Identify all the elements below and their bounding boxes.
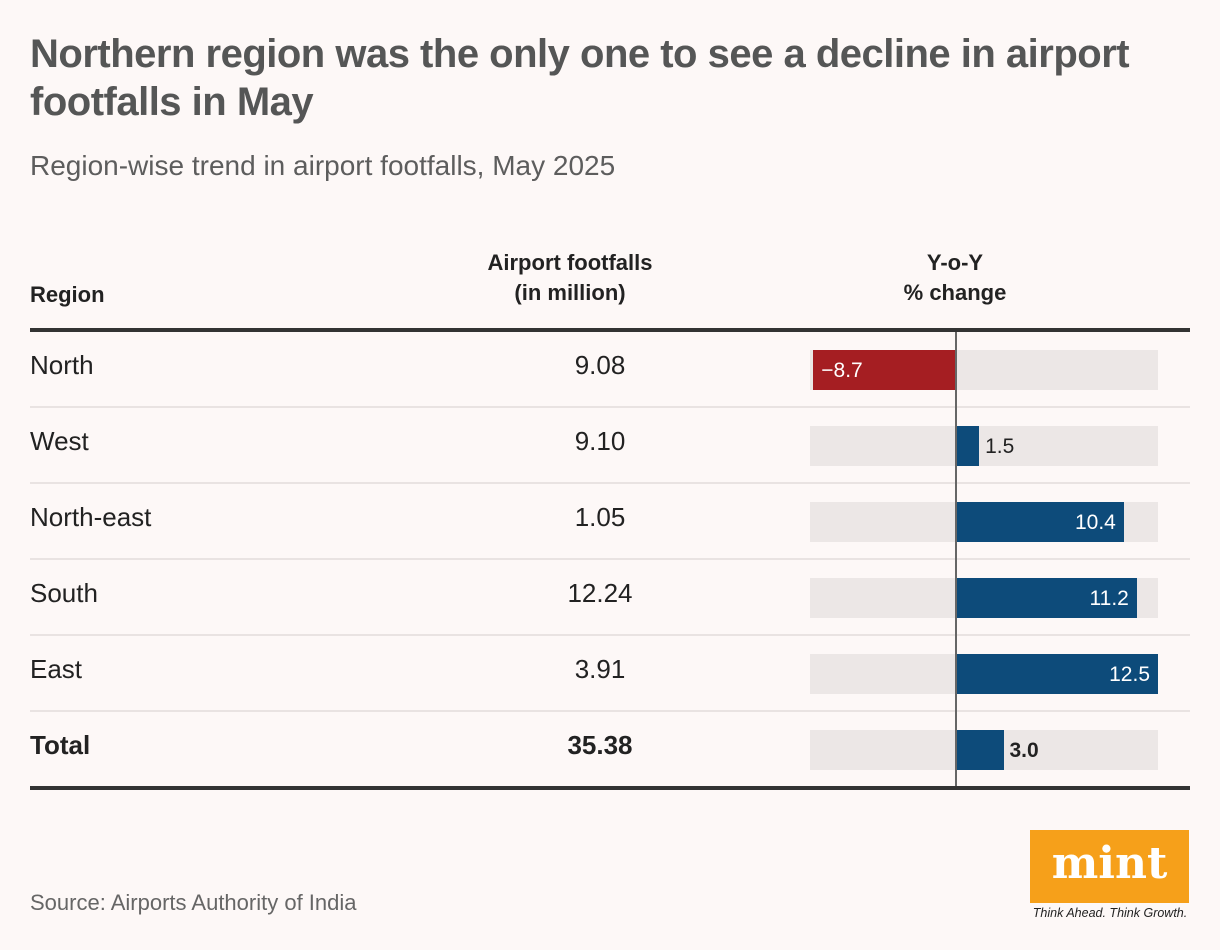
bar-value-label: 10.4 (1074, 511, 1116, 534)
region-cell: North (30, 350, 94, 380)
total-row: Total 35.38 3.0 (30, 712, 1190, 788)
bar-positive (954, 578, 1137, 618)
header-footfalls-line2: (in million) (514, 280, 626, 305)
footfalls-cell: 3.91 (574, 654, 626, 684)
zero-axis-line (955, 332, 957, 786)
bar-positive (954, 426, 980, 466)
header-change: Y-o-Y % change (880, 248, 1030, 308)
row-divider (30, 558, 1190, 560)
bar-value-label: 3.0 (1009, 739, 1039, 762)
table-row: North 9.08 −8.7 (30, 332, 1190, 408)
bar-value-label: 11.2 (1089, 587, 1129, 610)
bar-value-label: −8.7 (821, 359, 863, 382)
bar-track (810, 426, 1158, 466)
header-change-line1: Y-o-Y (926, 250, 984, 275)
table-bottom-rule (30, 786, 1190, 790)
bar-positive (954, 654, 1158, 694)
region-cell: North-east (30, 502, 152, 532)
bar-positive (954, 502, 1124, 542)
row-divider (30, 482, 1190, 484)
logo-tagline: Think Ahead. Think Growth. (1032, 906, 1188, 920)
footfalls-cell: 1.05 (574, 502, 626, 532)
region-cell: East (30, 654, 83, 684)
footfalls-cell: 9.10 (574, 426, 626, 456)
chart-title: Northern region was the only one to see … (30, 32, 1130, 124)
table-row: North-east 1.05 10.4 (30, 484, 1190, 560)
header-region: Region (30, 282, 105, 307)
row-divider (30, 710, 1190, 712)
header-change-line2: % change (903, 280, 1007, 305)
header-footfalls: Airport footfalls (in million) (440, 248, 700, 308)
region-cell: West (30, 426, 89, 456)
table-row: East 3.91 12.5 (30, 636, 1190, 712)
bar-value-label: 12.5 (1109, 663, 1150, 686)
mint-logo: mint (1030, 830, 1189, 903)
table-row: West 9.10 1.5 (30, 408, 1190, 484)
table-top-rule (30, 328, 1190, 332)
region-cell: Total (30, 730, 91, 760)
footfalls-cell: 9.08 (574, 350, 626, 380)
source-note: Source: Airports Authority of India (30, 890, 357, 915)
bar-negative (813, 350, 955, 390)
bar-value-label: 1.5 (985, 435, 1015, 458)
row-divider (30, 634, 1190, 636)
footfalls-cell: 35.38 (567, 730, 633, 760)
header-footfalls-line1: Airport footfalls (487, 250, 653, 275)
row-divider (30, 406, 1190, 408)
chart-subtitle: Region-wise trend in airport footfalls, … (30, 150, 616, 181)
bar-positive (954, 730, 1004, 770)
region-cell: South (30, 578, 98, 608)
table-row: South 12.24 11.2 (30, 560, 1190, 636)
footfalls-cell: 12.24 (567, 578, 633, 608)
